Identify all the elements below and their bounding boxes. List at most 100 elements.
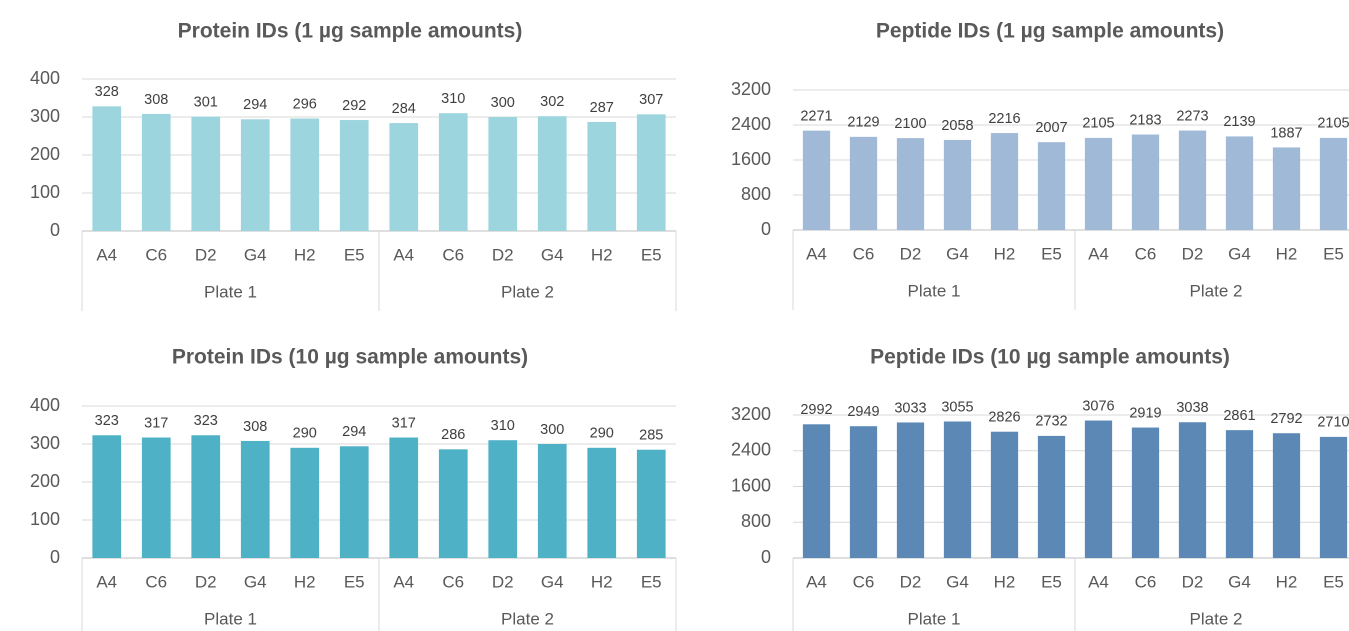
- group-label: Plate 1: [908, 281, 961, 300]
- value-label: 290: [590, 426, 614, 442]
- x-tick-label: D2: [195, 245, 217, 264]
- bar: [191, 116, 221, 231]
- value-label: 2058: [941, 118, 973, 134]
- bar: [240, 440, 270, 558]
- value-label: 2792: [1270, 411, 1302, 427]
- x-tick-label: E5: [641, 572, 662, 591]
- value-label: 2139: [1223, 114, 1255, 130]
- bar: [1272, 147, 1301, 230]
- y-tick-label: 800: [741, 511, 771, 531]
- y-tick-label: 200: [30, 144, 60, 164]
- x-tick-label: H2: [994, 572, 1016, 591]
- value-label: 290: [293, 426, 317, 442]
- bar: [1084, 420, 1113, 558]
- x-tick-label: G4: [244, 572, 267, 591]
- group-label: Plate 2: [1190, 609, 1243, 628]
- bar: [1319, 436, 1348, 558]
- value-label: 3038: [1176, 400, 1208, 416]
- x-tick-label: C6: [1135, 572, 1157, 591]
- x-tick-label: D2: [900, 572, 922, 591]
- bar: [636, 449, 666, 558]
- x-tick-label: G4: [244, 245, 267, 264]
- value-label: 323: [194, 413, 218, 429]
- value-label: 2732: [1035, 414, 1067, 430]
- bar: [1037, 142, 1066, 230]
- y-tick-label: 3200: [731, 79, 771, 99]
- value-label: 2710: [1317, 415, 1349, 431]
- bar: [849, 136, 878, 230]
- value-label: 1887: [1270, 125, 1302, 141]
- x-tick-label: H2: [1276, 244, 1298, 263]
- value-label: 2992: [800, 402, 832, 418]
- bar: [290, 118, 320, 231]
- x-tick-label: A4: [393, 245, 414, 264]
- x-tick-label: D2: [1182, 244, 1204, 263]
- y-tick-label: 100: [30, 182, 60, 202]
- x-tick-label: H2: [1276, 572, 1298, 591]
- value-label: 2861: [1223, 408, 1255, 424]
- x-tick-label: E5: [344, 245, 365, 264]
- bar: [943, 421, 972, 558]
- x-tick-label: C6: [145, 245, 167, 264]
- x-tick-label: E5: [1041, 244, 1062, 263]
- y-tick-label: 200: [30, 471, 60, 491]
- bar: [339, 446, 369, 558]
- bar: [438, 113, 468, 231]
- value-label: 317: [392, 415, 416, 431]
- y-tick-label: 0: [50, 547, 60, 567]
- value-label: 284: [392, 101, 416, 117]
- bar: [389, 437, 419, 558]
- bar: [1178, 130, 1207, 230]
- value-label: 308: [243, 419, 267, 435]
- bar: [587, 447, 617, 558]
- bar: [943, 139, 972, 230]
- x-tick-label: A4: [1088, 572, 1109, 591]
- bar: [1225, 136, 1254, 230]
- bar: [339, 120, 369, 231]
- x-tick-label: H2: [294, 572, 316, 591]
- chart-title: Peptide IDs (10 µg sample amounts): [870, 346, 1230, 369]
- bar: [389, 123, 419, 231]
- bar: [1131, 134, 1160, 230]
- value-label: 2949: [847, 404, 879, 420]
- bar: [191, 435, 221, 558]
- x-tick-label: A4: [393, 572, 414, 591]
- bar: [537, 444, 567, 558]
- value-label: 2105: [1317, 116, 1349, 132]
- x-tick-label: C6: [853, 572, 875, 591]
- bar: [849, 426, 878, 558]
- value-label: 286: [441, 427, 465, 443]
- y-tick-label: 3200: [731, 404, 771, 424]
- value-label: 2105: [1082, 116, 1114, 132]
- y-tick-label: 100: [30, 509, 60, 529]
- y-tick-label: 0: [761, 547, 771, 567]
- x-tick-label: H2: [591, 245, 613, 264]
- value-label: 2129: [847, 115, 879, 131]
- bar: [1178, 422, 1207, 558]
- value-label: 2183: [1129, 112, 1161, 128]
- bar: [537, 116, 567, 231]
- x-tick-label: C6: [1135, 244, 1157, 263]
- bar: [1084, 137, 1113, 230]
- y-tick-label: 0: [761, 219, 771, 239]
- x-tick-label: E5: [1323, 244, 1344, 263]
- x-tick-label: H2: [591, 572, 613, 591]
- bar: [587, 121, 617, 231]
- x-tick-label: D2: [492, 572, 514, 591]
- value-label: 2007: [1035, 120, 1067, 136]
- value-label: 310: [441, 91, 465, 107]
- x-tick-label: C6: [442, 572, 464, 591]
- x-tick-label: G4: [1228, 572, 1251, 591]
- value-label: 310: [491, 418, 515, 434]
- x-tick-label: D2: [195, 572, 217, 591]
- bar: [92, 106, 122, 231]
- group-label: Plate 2: [501, 282, 554, 301]
- x-tick-label: H2: [294, 245, 316, 264]
- value-label: 2919: [1129, 405, 1161, 421]
- y-tick-label: 0: [50, 220, 60, 240]
- value-label: 307: [639, 92, 663, 108]
- x-tick-label: G4: [946, 572, 969, 591]
- bar: [92, 435, 122, 558]
- bar: [802, 130, 831, 230]
- x-tick-label: C6: [145, 572, 167, 591]
